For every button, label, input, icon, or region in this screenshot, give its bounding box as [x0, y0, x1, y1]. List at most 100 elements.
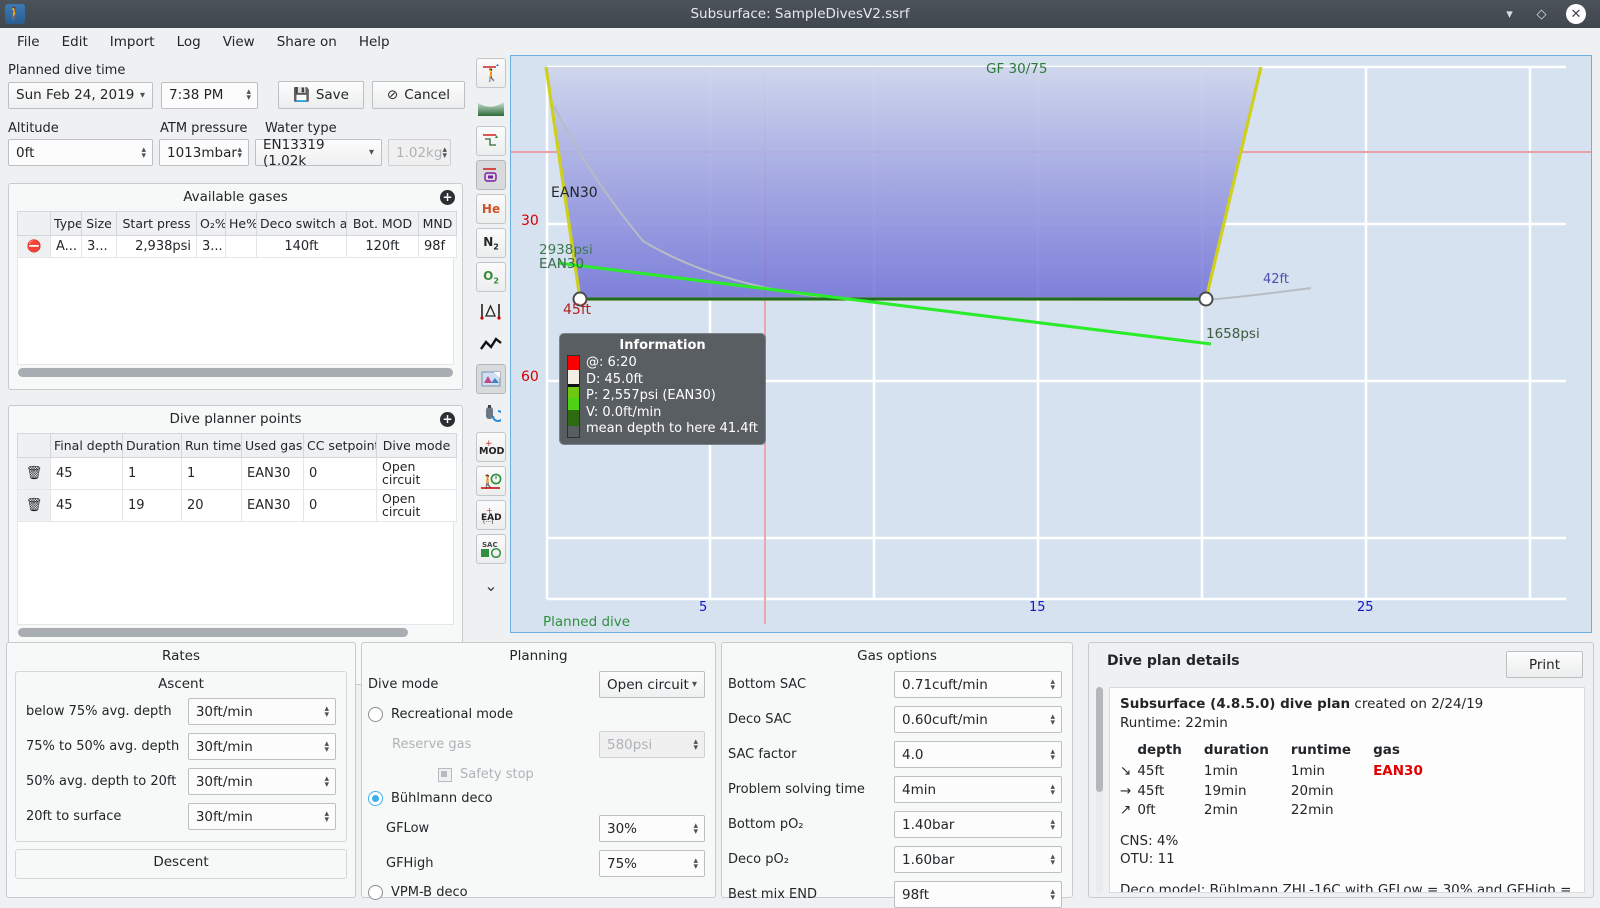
sac-factor-input[interactable]: 4.0 ▴ ▾ [894, 741, 1062, 768]
dive-profile-chart[interactable]: GF 30/75 EAN30 30 60 2938psi EAN30 45ft … [510, 55, 1592, 633]
cell-bot-mod[interactable]: 120ft [346, 235, 419, 258]
scrollbar-thumb[interactable] [1096, 687, 1103, 792]
col-run-time[interactable]: Run time [181, 433, 242, 458]
heartbeat-line-icon[interactable] [476, 330, 506, 360]
col-dive-mode[interactable]: Dive mode [376, 433, 457, 458]
cell-start-press[interactable]: 2,938psi [116, 235, 197, 258]
close-icon[interactable]: ✕ [1566, 4, 1586, 24]
cancel-button[interactable]: ⊘ Cancel [371, 81, 465, 109]
col-select[interactable] [17, 211, 51, 236]
col-remove[interactable] [17, 433, 51, 458]
calculated-ceiling-icon[interactable] [476, 160, 506, 190]
cell-run-time[interactable]: 20 [181, 489, 242, 522]
dive-plan-details-scrollbar[interactable] [1096, 687, 1103, 893]
dive-time-spin[interactable]: 7:38 PM ▴ ▾ [161, 81, 258, 109]
spin-arrows-icon[interactable]: ▴ ▾ [1050, 781, 1055, 798]
dive-planner-points-hscrollbar[interactable] [18, 628, 408, 637]
cell-deco-switch[interactable]: 140ft [256, 235, 347, 258]
rate-75-to-50-input[interactable]: 30ft/min ▴ ▾ [187, 733, 336, 760]
col-bot-mod[interactable]: Bot. MOD [346, 211, 419, 236]
col-deco-switch[interactable]: Deco switch at [256, 211, 347, 236]
maximize-icon[interactable]: ◇ [1536, 6, 1547, 22]
no-chart-icon[interactable]: ⛔ [17, 235, 51, 258]
spin-arrows-icon[interactable]: ▴ ▾ [246, 87, 251, 103]
table-row[interactable]: 🗑 45 1 1 EAN30 0 Open circuit [17, 457, 457, 490]
cell-mnd[interactable]: 98f [418, 235, 457, 258]
col-mnd[interactable]: MND [418, 211, 457, 236]
add-point-button[interactable]: + [440, 412, 455, 427]
spin-arrows-icon[interactable]: ▴ ▾ [1050, 886, 1055, 903]
spin-arrows-icon[interactable]: ▴ ▾ [1050, 676, 1055, 693]
po2-graph-icon[interactable]: O2 [476, 262, 506, 292]
menu-help[interactable]: Help [358, 33, 390, 50]
col-he[interactable]: He% [225, 211, 257, 236]
menu-log[interactable]: Log [176, 33, 201, 50]
n2-tissue-icon[interactable]: N2 [476, 228, 506, 258]
dive-mode-combo[interactable]: Open circuit ▾ [599, 671, 705, 698]
save-button[interactable]: 💾 Save [278, 81, 364, 109]
available-gases-hscrollbar[interactable] [18, 368, 453, 377]
heartrate-gradient-icon[interactable] [476, 92, 506, 122]
radio-icon[interactable] [368, 885, 383, 900]
spin-arrows-icon[interactable]: ▴ ▾ [1050, 746, 1055, 763]
tank-bar-icon[interactable] [476, 398, 506, 428]
col-start-press[interactable]: Start press [116, 211, 197, 236]
spin-arrows-icon[interactable]: ▴ ▾ [141, 144, 146, 161]
cell-dive-mode[interactable]: Open circuit [376, 457, 457, 490]
bottom-po2-input[interactable]: 1.40bar ▴ ▾ [894, 811, 1062, 838]
col-type[interactable]: Type [50, 211, 82, 236]
col-size[interactable]: Size [81, 211, 117, 236]
menu-edit[interactable]: Edit [61, 33, 88, 50]
cell-duration[interactable]: 19 [122, 489, 182, 522]
water-type-combo[interactable]: EN13319 (1.02k ▾ [255, 137, 382, 169]
cell-dive-mode[interactable]: Open circuit [376, 489, 457, 522]
radio-icon[interactable] [368, 707, 383, 722]
col-cc-setpoint[interactable]: CC setpoint [303, 433, 377, 458]
ead-icon[interactable]: + EAD (···) [476, 500, 506, 530]
menu-view[interactable]: View [222, 33, 255, 50]
table-row[interactable]: 🗑 45 19 20 EAN30 0 Open circuit [17, 489, 457, 522]
vpmb-deco-radio[interactable]: VPM-B deco [368, 885, 705, 900]
cell-duration[interactable]: 1 [122, 457, 182, 490]
menu-share-on[interactable]: Share on [276, 33, 337, 50]
dive-date-combo[interactable]: Sun Feb 24, 2019 ▾ [8, 81, 153, 109]
sac-icon[interactable]: SAC [476, 534, 506, 564]
spin-arrows-icon[interactable]: ▴ ▾ [324, 773, 329, 790]
spin-arrows-icon[interactable]: ▴ ▾ [1050, 816, 1055, 833]
spin-arrows-icon[interactable]: ▴ ▾ [693, 820, 698, 837]
col-final-depth[interactable]: Final depth [50, 433, 123, 458]
cell-cc-setpoint[interactable]: 0 [303, 489, 377, 522]
col-used-gas[interactable]: Used gas [241, 433, 304, 458]
menu-file[interactable]: File [17, 33, 40, 50]
add-gas-button[interactable]: + [440, 190, 455, 205]
col-duration[interactable]: Duration [122, 433, 182, 458]
recreational-mode-radio[interactable]: Recreational mode [368, 707, 705, 722]
menu-import[interactable]: Import [109, 33, 155, 50]
deco-po2-input[interactable]: 1.60bar ▴ ▾ [894, 846, 1062, 873]
radio-icon[interactable] [368, 791, 383, 806]
dc-reported-ceiling-icon[interactable] [476, 126, 506, 156]
spin-arrows-icon[interactable]: ▴ ▾ [1050, 711, 1055, 728]
trash-icon[interactable]: 🗑 [17, 457, 51, 490]
bottom-sac-input[interactable]: 0.71cuft/min ▴ ▾ [894, 671, 1062, 698]
cell-cc-setpoint[interactable]: 0 [303, 457, 377, 490]
cell-final-depth[interactable]: 45 [50, 489, 123, 522]
photo-overlay-icon[interactable] [476, 364, 506, 394]
rate-50-to-20ft-input[interactable]: 30ft/min ▴ ▾ [187, 768, 336, 795]
atm-pressure-input[interactable]: 1013mbar ▴ ▾ [159, 139, 249, 166]
spin-arrows-icon[interactable]: ▴ ▾ [324, 703, 329, 720]
cell-final-depth[interactable]: 45 [50, 457, 123, 490]
cell-used-gas[interactable]: EAN30 [241, 457, 304, 490]
deco-sac-input[interactable]: 0.60cuft/min ▴ ▾ [894, 706, 1062, 733]
table-row[interactable]: ⛔ A... 3... 2,938psi 3... 140ft 120ft 98… [17, 235, 457, 258]
gfhigh-input[interactable]: 75% ▴ ▾ [599, 850, 705, 877]
spin-arrows-icon[interactable]: ▴ ▾ [324, 808, 329, 825]
trash-icon[interactable]: 🗑 [17, 489, 51, 522]
col-o2[interactable]: O₂% [196, 211, 226, 236]
cell-used-gas[interactable]: EAN30 [241, 489, 304, 522]
best-mix-end-input[interactable]: 98ft ▴ ▾ [894, 881, 1062, 908]
he-tissue-icon[interactable]: He [476, 194, 506, 224]
more-tools-icon[interactable]: ⌄ [484, 575, 498, 595]
cell-run-time[interactable]: 1 [181, 457, 242, 490]
rate-below-75-input[interactable]: 30ft/min ▴ ▾ [187, 698, 336, 725]
